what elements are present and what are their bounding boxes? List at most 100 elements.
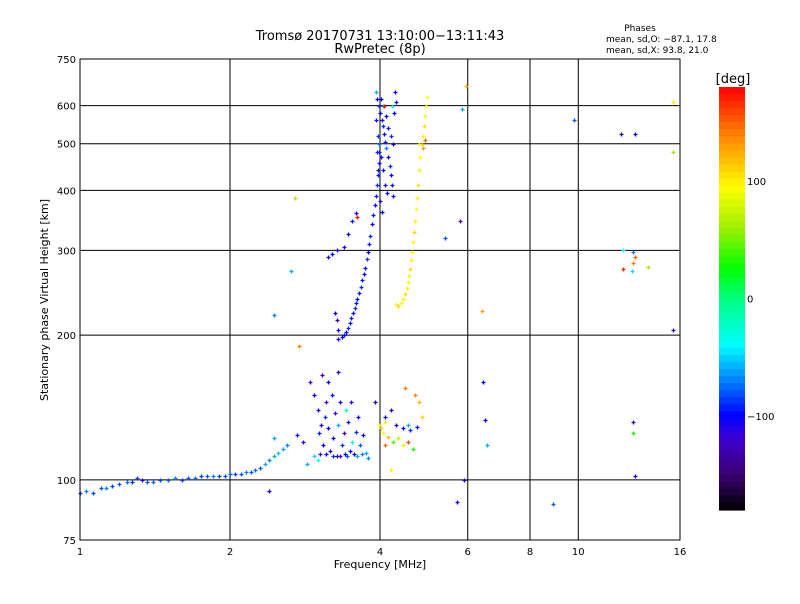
echo-point <box>110 484 115 489</box>
echo-point <box>366 456 371 461</box>
echo-point <box>619 132 624 137</box>
echo-point <box>135 476 140 481</box>
echo-point <box>383 415 388 420</box>
echo-point <box>483 418 488 423</box>
echo-point <box>381 168 386 173</box>
echo-point <box>392 111 397 116</box>
colorbar-segment <box>719 122 745 130</box>
echo-point <box>380 210 385 215</box>
echo-point <box>228 472 233 477</box>
echo-point <box>485 443 490 448</box>
colorbar-segment <box>719 481 745 490</box>
echo-point <box>406 280 411 285</box>
echo-point <box>376 173 381 178</box>
colorbar-segment <box>719 256 745 264</box>
echo-point <box>253 468 258 473</box>
echo-point <box>406 423 411 428</box>
colorbar-segment <box>719 87 745 95</box>
echo-point <box>383 420 388 425</box>
echo-point <box>460 107 465 112</box>
echo-point <box>671 150 676 155</box>
echo-point <box>389 173 394 178</box>
echo-point <box>389 468 394 473</box>
echo-point <box>360 278 365 283</box>
y-tick-label: 750 <box>57 55 76 66</box>
colorbar-segment <box>719 369 745 377</box>
echo-point <box>344 330 349 335</box>
echo-point <box>386 435 391 440</box>
echo-point <box>423 114 428 119</box>
echo-point <box>413 393 418 398</box>
colorbar-segment <box>719 157 745 166</box>
echo-point <box>346 232 351 237</box>
colorbar-segment <box>719 136 745 144</box>
echo-point <box>359 285 364 290</box>
colorbar-segment <box>719 298 745 307</box>
echo-point <box>417 142 422 147</box>
echo-point <box>413 219 418 224</box>
colorbar-segment <box>719 291 745 300</box>
echo-point <box>301 440 306 445</box>
echo-point <box>354 430 359 435</box>
echo-point <box>389 134 394 139</box>
echo-point <box>633 474 638 479</box>
echo-point <box>357 291 362 296</box>
echo-point <box>355 454 360 459</box>
echo-point <box>376 134 381 139</box>
echo-point <box>379 426 384 431</box>
echo-point <box>401 297 406 302</box>
colorbar-segment <box>719 495 745 504</box>
echo-point <box>356 415 361 420</box>
echo-point <box>353 306 358 311</box>
echo-point <box>631 261 636 266</box>
echo-point <box>117 482 122 487</box>
echo-point <box>281 447 286 452</box>
echo-point <box>323 415 328 420</box>
echo-point <box>267 458 272 463</box>
echo-point <box>375 183 380 188</box>
colorbar-segment <box>719 115 745 123</box>
y-tick-label: 600 <box>57 102 76 113</box>
echo-point <box>239 472 244 477</box>
echo-point <box>125 480 130 485</box>
echo-point <box>633 132 638 137</box>
echo-point <box>346 326 351 331</box>
echo-point <box>481 380 486 385</box>
colorbar-segment <box>719 453 745 462</box>
colorbar-segment <box>719 150 745 159</box>
echo-point <box>84 489 89 494</box>
echo-point <box>317 431 322 436</box>
echo-point <box>249 470 254 475</box>
echo-point <box>173 476 178 481</box>
echo-point <box>193 476 198 481</box>
echo-point <box>180 478 185 483</box>
echo-point <box>455 500 460 505</box>
colorbar-segment <box>719 326 745 335</box>
colorbar-segment <box>719 277 745 285</box>
y-tick-label: 500 <box>57 140 76 151</box>
echo-point <box>316 458 321 463</box>
echo-point <box>335 318 340 323</box>
echo-point <box>333 311 338 316</box>
echo-point <box>340 443 345 448</box>
echo-point <box>377 161 382 166</box>
echo-point <box>385 191 390 196</box>
y-tick-label: 100 <box>57 476 76 487</box>
echo-point <box>336 370 341 375</box>
echo-point <box>380 118 385 123</box>
echo-point <box>211 474 216 479</box>
echo-point <box>412 230 417 235</box>
echo-point <box>425 95 430 100</box>
echo-point <box>417 400 422 405</box>
colorbar-segment <box>719 242 745 250</box>
echo-point <box>375 97 380 102</box>
echo-point <box>462 478 467 483</box>
echo-point <box>371 213 376 218</box>
colorbar-segment <box>719 460 745 469</box>
echo-point <box>140 478 145 483</box>
echo-point <box>377 142 382 147</box>
echo-point <box>319 423 324 428</box>
colorbar-segment <box>719 263 745 271</box>
colorbar-label: [deg] <box>716 72 751 87</box>
